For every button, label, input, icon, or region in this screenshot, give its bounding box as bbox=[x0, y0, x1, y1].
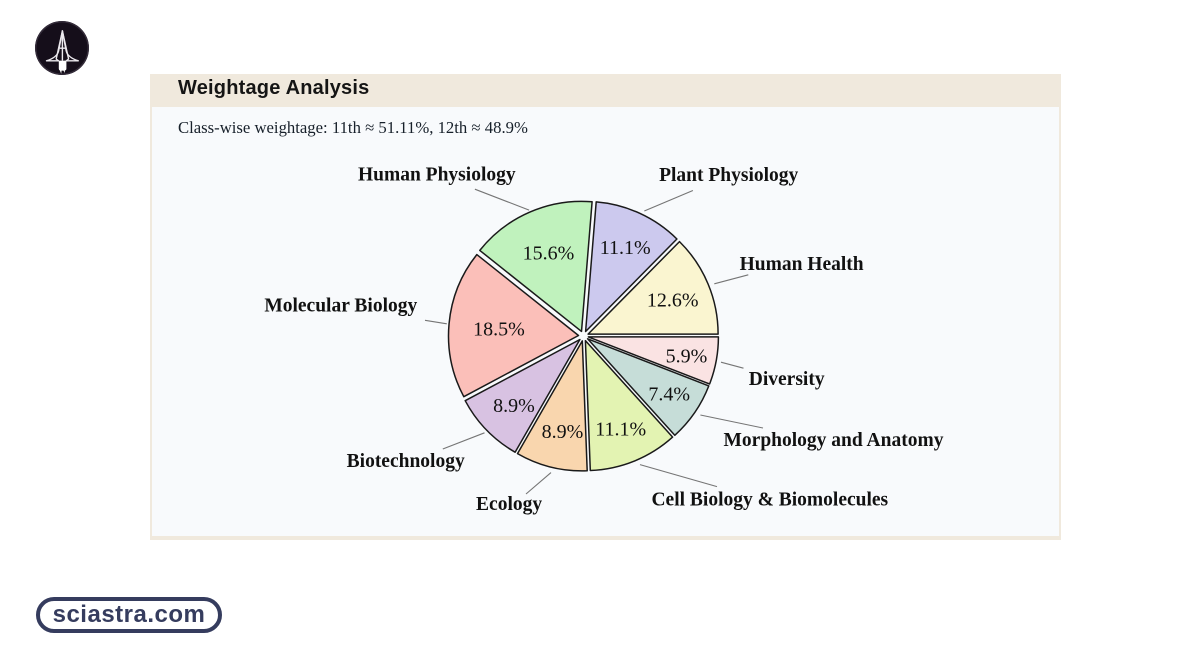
svg-text:15.6%: 15.6% bbox=[523, 242, 575, 264]
svg-text:Cell Biology & Biomolecules: Cell Biology & Biomolecules bbox=[651, 490, 888, 511]
svg-text:Human Physiology: Human Physiology bbox=[358, 165, 516, 186]
svg-text:7.4%: 7.4% bbox=[648, 384, 690, 406]
svg-text:Morphology and Anatomy: Morphology and Anatomy bbox=[724, 430, 944, 451]
svg-text:11.1%: 11.1% bbox=[600, 237, 651, 259]
svg-text:Ecology: Ecology bbox=[476, 494, 542, 515]
svg-text:Plant Physiology: Plant Physiology bbox=[659, 165, 798, 186]
svg-text:18.5%: 18.5% bbox=[473, 319, 525, 341]
svg-text:8.9%: 8.9% bbox=[493, 395, 535, 417]
svg-text:Biotechnology: Biotechnology bbox=[347, 451, 465, 472]
svg-text:Diversity: Diversity bbox=[749, 369, 825, 390]
svg-text:8.9%: 8.9% bbox=[542, 421, 584, 443]
svg-text:Human Health: Human Health bbox=[740, 254, 864, 275]
svg-text:12.6%: 12.6% bbox=[647, 289, 699, 311]
svg-text:Molecular Biology: Molecular Biology bbox=[264, 296, 417, 317]
svg-text:5.9%: 5.9% bbox=[666, 346, 708, 368]
svg-text:11.1%: 11.1% bbox=[595, 418, 646, 440]
